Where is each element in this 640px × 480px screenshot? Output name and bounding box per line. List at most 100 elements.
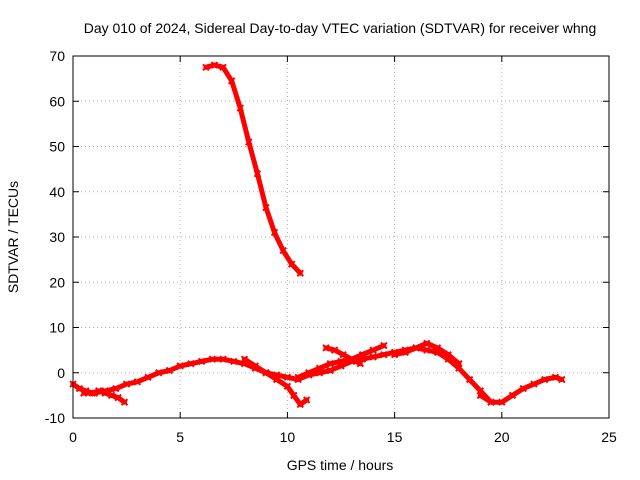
data-point: [476, 391, 485, 400]
x-tick-label: 15: [387, 429, 403, 445]
data-point: [339, 350, 347, 359]
y-tick-label: 20: [49, 274, 65, 290]
y-tick-label: 40: [49, 184, 65, 200]
data-point: [423, 339, 431, 348]
data-point: [530, 380, 538, 388]
data-point: [272, 375, 281, 384]
data-point: [155, 369, 163, 377]
data-point: [330, 346, 339, 354]
data-point: [144, 373, 152, 381]
y-tick-label: 50: [49, 139, 65, 155]
series-arc-mid: [294, 341, 388, 381]
data-point: [230, 357, 238, 366]
data-point: [455, 359, 463, 368]
data-point: [283, 382, 292, 391]
data-point: [107, 391, 116, 400]
series-arc-high: [202, 61, 304, 277]
data-point: [165, 366, 174, 375]
data-point: [227, 77, 236, 85]
y-tick-label: 0: [57, 365, 65, 381]
data-point: [348, 355, 356, 363]
series-arc-dip: [240, 355, 311, 409]
series-arc-bump: [322, 344, 365, 368]
data-point: [444, 350, 452, 359]
data-point: [279, 246, 287, 255]
y-tick-label: 30: [49, 229, 65, 245]
data-point: [270, 228, 279, 237]
x-tick-label: 20: [494, 429, 510, 445]
data-point: [294, 373, 302, 381]
data-point: [90, 389, 99, 397]
data-point: [487, 398, 495, 406]
data-point: [390, 350, 399, 359]
data-point: [423, 346, 431, 354]
data-point: [208, 355, 217, 363]
y-tick-label: 70: [49, 48, 65, 64]
data-point: [245, 138, 253, 146]
grid-lines: [73, 56, 609, 418]
x-tick-label: 25: [601, 429, 617, 445]
data-point: [120, 398, 129, 406]
data-point: [296, 400, 304, 409]
data-point: [296, 269, 304, 277]
x-tick-label: 0: [69, 429, 77, 445]
data-point: [290, 391, 298, 400]
data-point: [401, 348, 410, 357]
data-point: [253, 169, 262, 178]
data-point: [508, 391, 517, 400]
data-point: [251, 362, 259, 370]
series-layer: [69, 61, 566, 409]
data-point: [326, 359, 334, 368]
data-point: [358, 350, 367, 359]
x-tick-label: 10: [280, 429, 296, 445]
chart-title: Day 010 of 2024, Sidereal Day-to-day VTE…: [84, 20, 597, 36]
data-point: [369, 346, 377, 354]
data-point: [236, 104, 244, 112]
data-point: [240, 355, 249, 363]
y-tick-label: 10: [49, 320, 65, 336]
data-point: [519, 384, 527, 393]
x-axis-label: GPS time / hours: [287, 457, 394, 473]
data-point: [326, 366, 334, 375]
data-point: [322, 344, 330, 352]
data-point: [210, 61, 219, 69]
data-point: [122, 380, 131, 388]
data-point: [262, 203, 270, 212]
data-point: [433, 344, 442, 352]
data-point: [412, 344, 420, 352]
series-arc-late: [390, 339, 463, 368]
data-point: [540, 375, 549, 384]
data-point: [187, 359, 195, 368]
y-tick-label: -10: [45, 410, 65, 426]
data-point: [558, 375, 566, 384]
data-point: [101, 387, 109, 395]
data-point: [114, 393, 122, 402]
data-point: [133, 378, 142, 386]
data-point: [498, 398, 506, 406]
data-point: [551, 373, 560, 381]
data-point: [305, 369, 313, 377]
data-point: [315, 364, 324, 372]
data-point: [219, 355, 227, 363]
data-point: [465, 375, 474, 384]
series-line: [203, 62, 303, 276]
data-point: [80, 389, 88, 397]
data-point: [302, 396, 311, 404]
x-tick-label: 5: [176, 429, 184, 445]
data-point: [283, 373, 292, 381]
data-point: [356, 359, 365, 368]
data-point: [112, 384, 120, 393]
data-point: [219, 63, 227, 72]
y-tick-label: 60: [49, 93, 65, 109]
series-arc-evening: [476, 373, 566, 406]
data-point: [380, 350, 388, 359]
data-point: [337, 357, 345, 366]
data-point: [176, 362, 184, 370]
data-point: [287, 260, 296, 268]
data-point: [262, 369, 270, 377]
y-axis-label: SDTVAR / TECUs: [5, 181, 21, 293]
data-point: [380, 341, 388, 350]
data-point: [197, 357, 206, 366]
